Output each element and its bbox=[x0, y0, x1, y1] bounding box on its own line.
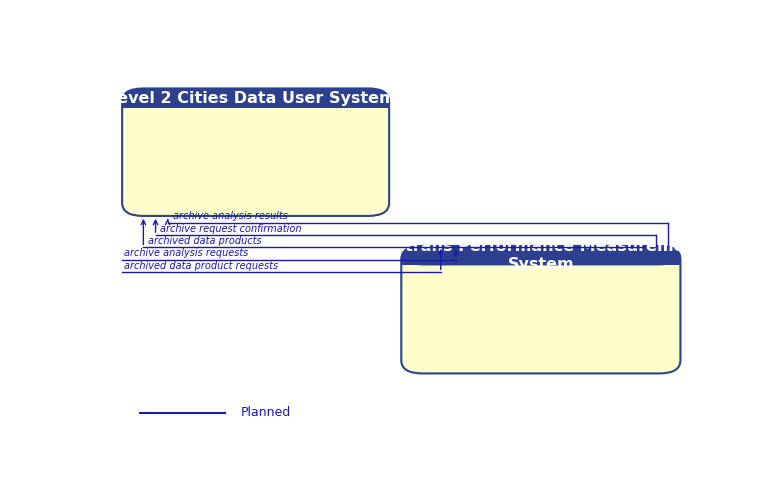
FancyBboxPatch shape bbox=[122, 89, 389, 108]
Text: Level 2 Cities Data User Systems: Level 2 Cities Data User Systems bbox=[106, 91, 405, 106]
Bar bbox=[402, 255, 680, 265]
Text: archived data product requests: archived data product requests bbox=[124, 261, 278, 271]
FancyBboxPatch shape bbox=[402, 246, 680, 374]
Text: archive analysis results: archive analysis results bbox=[172, 211, 287, 221]
Text: Planned: Planned bbox=[240, 406, 290, 419]
FancyBboxPatch shape bbox=[402, 246, 680, 265]
Text: archive request confirmation: archive request confirmation bbox=[161, 224, 302, 234]
FancyBboxPatch shape bbox=[122, 89, 389, 216]
Text: archive analysis requests: archive analysis requests bbox=[124, 248, 248, 258]
Text: Caltrans Performance Measurement
System: Caltrans Performance Measurement System bbox=[377, 240, 704, 272]
Bar bbox=[122, 97, 389, 108]
Text: archived data products: archived data products bbox=[148, 236, 262, 246]
